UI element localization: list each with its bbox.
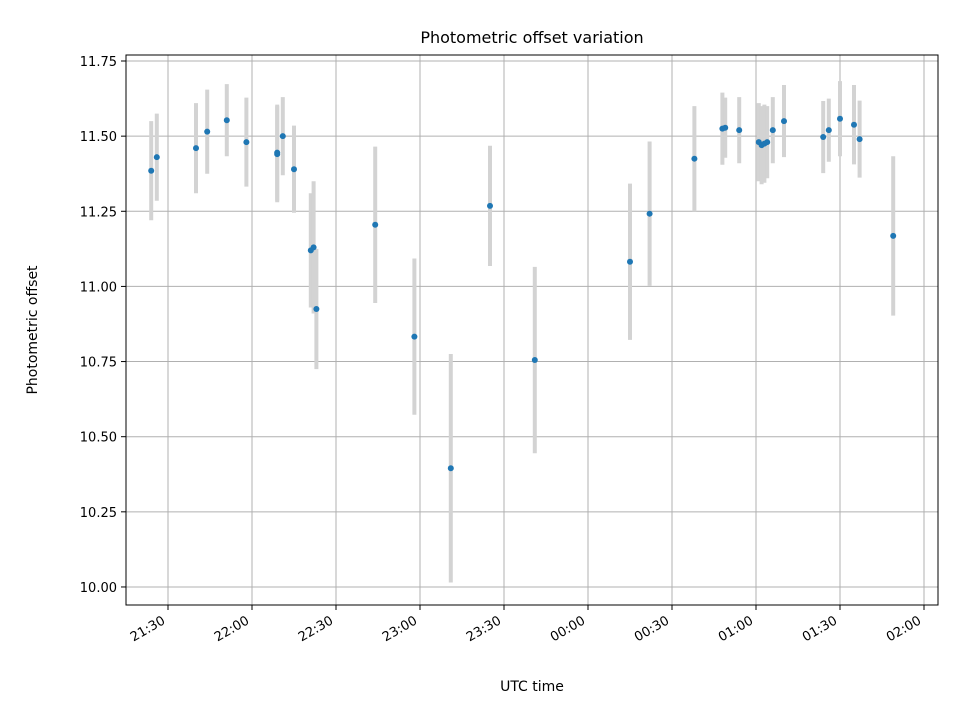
data-point (313, 305, 320, 312)
y-axis-ticks: 10.00 10.25 10.50 10.75 11.00 11.25 11.50 11.75 (80, 55, 126, 596)
data-point (204, 128, 211, 135)
chart-title: Photometric offset variation (420, 28, 643, 47)
y-tick-label: 11.25 (80, 205, 117, 220)
data-point (243, 139, 250, 146)
data-point (769, 127, 776, 134)
data-points (148, 115, 897, 472)
y-tick-label: 11.75 (80, 55, 117, 70)
data-point (837, 115, 843, 122)
data-point (820, 134, 827, 141)
data-point (411, 333, 418, 340)
y-tick-label: 10.50 (80, 431, 117, 446)
data-point (851, 121, 857, 128)
grid (126, 55, 938, 605)
y-tick-label: 10.25 (80, 506, 117, 521)
data-point (223, 117, 230, 124)
y-axis-label: Photometric offset (25, 265, 41, 395)
x-axis-label: UTC time (500, 679, 564, 695)
data-point (764, 139, 771, 146)
data-point (447, 465, 454, 472)
y-tick-label: 10.00 (80, 581, 117, 596)
data-point (279, 133, 286, 140)
data-point (531, 357, 538, 364)
data-point (825, 127, 832, 134)
data-point (722, 124, 729, 131)
data-point (646, 210, 653, 217)
y-tick-label: 11.50 (80, 130, 117, 145)
data-point (856, 136, 863, 143)
y-tick-label: 11.00 (80, 280, 117, 295)
data-point (291, 166, 297, 173)
data-point (193, 145, 199, 152)
plot-frame (125, 54, 939, 606)
data-point (736, 127, 743, 134)
data-point (148, 167, 155, 174)
data-point (781, 118, 787, 125)
data-point (691, 155, 698, 162)
data-point (890, 232, 897, 239)
data-point (274, 149, 281, 156)
data-point (487, 202, 493, 209)
y-tick-label: 10.75 (80, 356, 117, 371)
data-point (310, 244, 317, 251)
data-point (372, 221, 379, 228)
data-point (153, 154, 160, 161)
data-point (627, 258, 633, 265)
